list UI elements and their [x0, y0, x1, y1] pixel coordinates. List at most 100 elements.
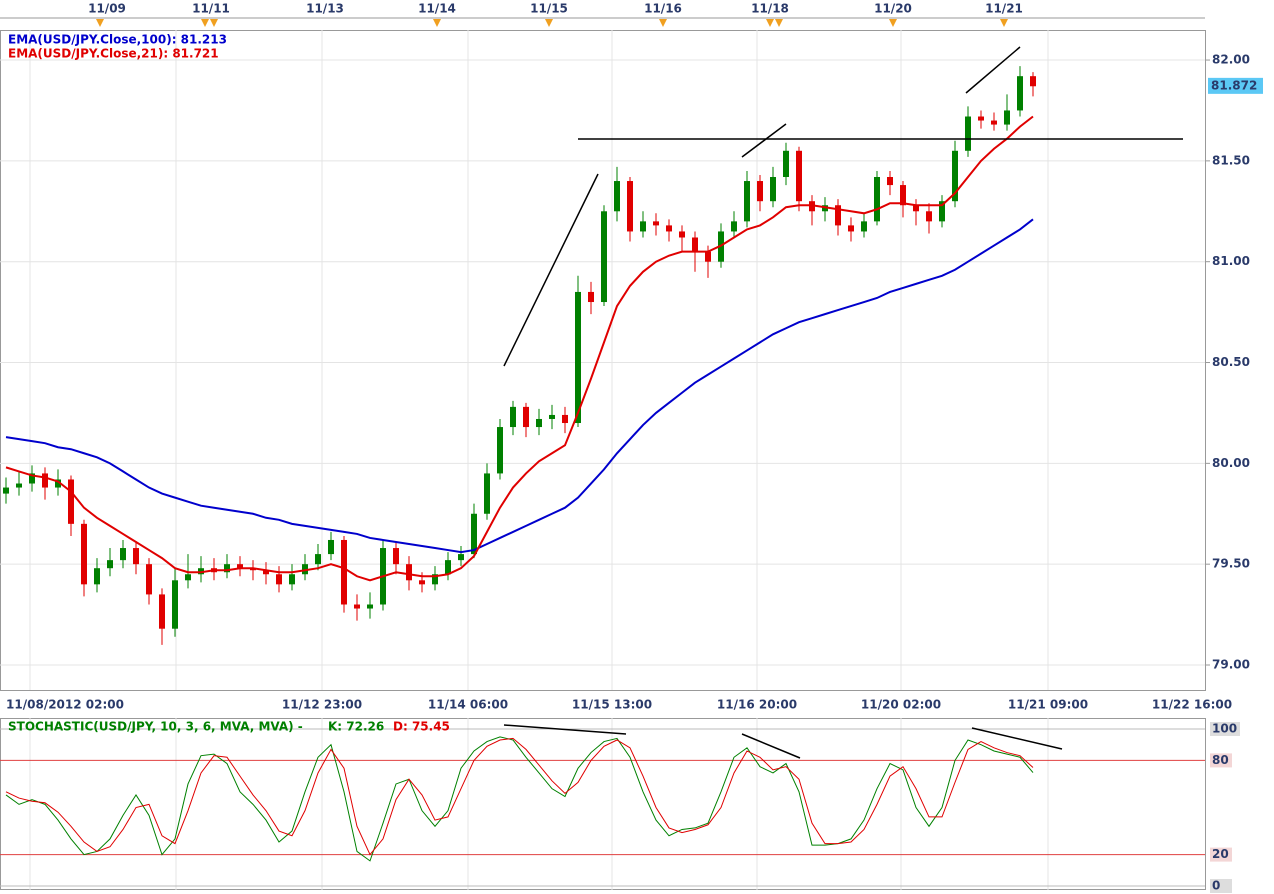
- candle-body: [653, 221, 659, 226]
- tick-label-bg: [1210, 847, 1232, 862]
- candle-body: [16, 483, 22, 488]
- candle-body: [185, 574, 191, 581]
- trendline: [741, 123, 787, 158]
- candle-body: [757, 181, 763, 202]
- axes: 79.00 79.50 80.00 80.50 81.00 81.50 82.00 0 20 80…: [6, 2, 1263, 893]
- trendline: [741, 733, 801, 759]
- candle-body: [133, 548, 139, 565]
- candle-body: [991, 120, 997, 125]
- date-marker: [433, 19, 441, 27]
- candle-body: [55, 479, 61, 488]
- y-tick-label: 0: [1212, 879, 1220, 893]
- candle-body: [796, 150, 802, 202]
- date-marker: [545, 19, 553, 27]
- candle-body: [523, 406, 529, 428]
- x-tick-label: 11/20 02:00: [861, 698, 941, 712]
- last-price-bg: [1208, 77, 1263, 94]
- top-date-label: 11/13: [306, 2, 344, 16]
- top-date-label: 11/20: [874, 2, 912, 16]
- candle-body: [939, 201, 945, 222]
- candle-body: [1004, 110, 1010, 125]
- top-date-label: 11/14: [418, 2, 456, 16]
- candle-body: [68, 479, 74, 524]
- x-tick-label: 11/22 16:00: [1152, 698, 1232, 712]
- date-marker: [210, 19, 218, 27]
- candle-body: [471, 513, 477, 555]
- trendline: [503, 724, 627, 735]
- date-marker: [659, 19, 667, 27]
- candle-body: [874, 177, 880, 222]
- candle-body: [588, 291, 594, 303]
- candle-body: [224, 564, 230, 573]
- candle-body: [848, 225, 854, 232]
- candle-body: [1017, 76, 1023, 111]
- legend-entry: EMA(USD/JPY.Close,21): 81.721: [8, 47, 219, 61]
- candle-body: [627, 181, 633, 232]
- candle-body: [926, 211, 932, 222]
- candle-body: [783, 150, 789, 178]
- candle-body: [146, 564, 152, 595]
- candle-body: [341, 539, 347, 605]
- candle-body: [276, 574, 282, 585]
- candle-body: [705, 251, 711, 262]
- candle-body: [666, 225, 672, 232]
- candle-body: [159, 594, 165, 629]
- date-marker: [889, 19, 897, 27]
- candle-body: [640, 221, 646, 232]
- x-tick-label: 11/15 13:00: [572, 698, 652, 712]
- candle-body: [770, 177, 776, 202]
- y-tick-label: 80.00: [1212, 456, 1250, 470]
- trendline: [503, 173, 599, 367]
- top-date-label: 11/21: [985, 2, 1023, 16]
- candle-body: [484, 473, 490, 514]
- candle-body: [887, 177, 893, 186]
- top-date-label: 11/09: [88, 2, 126, 16]
- candle-body: [3, 487, 9, 494]
- candle-body: [29, 473, 35, 484]
- candle-body: [445, 560, 451, 575]
- top-date-label: 11/15: [530, 2, 568, 16]
- candle-body: [952, 150, 958, 202]
- y-tick-label: 80: [1212, 753, 1229, 767]
- x-tick-label: 11/16 20:00: [717, 698, 797, 712]
- last-price-label: 81.872: [1211, 78, 1257, 92]
- candle-body: [510, 406, 516, 428]
- x-tick-label: 11/21 09:00: [1008, 698, 1088, 712]
- candle-body: [965, 116, 971, 151]
- line-series: [5, 115, 1034, 582]
- top-date-label: 11/18: [751, 2, 789, 16]
- candle-body: [679, 231, 685, 238]
- trendlines: [503, 46, 1183, 759]
- candle-body: [549, 414, 555, 419]
- candle-body: [978, 116, 984, 121]
- trendline: [965, 46, 1021, 94]
- candle-body: [107, 560, 113, 569]
- candle-body: [315, 554, 321, 565]
- y-tick-label: 20: [1212, 847, 1229, 861]
- x-tick-label: 11/12 23:00: [282, 698, 362, 712]
- date-marker: [775, 19, 783, 27]
- date-marker: [1000, 19, 1008, 27]
- candle-body: [42, 473, 48, 488]
- y-tick-label: 79.00: [1212, 657, 1250, 671]
- candle-body: [120, 548, 126, 561]
- trendline: [971, 727, 1063, 750]
- y-tick-label: 80.50: [1212, 355, 1250, 369]
- y-tick-label: 81.00: [1212, 254, 1250, 268]
- candle-body: [692, 237, 698, 252]
- candle-body: [861, 221, 867, 232]
- top-date-label: 11/11: [192, 2, 230, 16]
- tick-label-bg: [1210, 722, 1240, 736]
- candle-body: [328, 539, 334, 555]
- grid: [0, 30, 1205, 890]
- x-tick-label: 11/14 06:00: [428, 698, 508, 712]
- legend-entry: D: 75.45: [393, 720, 450, 734]
- y-tick-label: 82.00: [1212, 53, 1250, 67]
- candle-body: [367, 604, 373, 609]
- line-series: [5, 737, 1034, 856]
- candle-body: [614, 181, 620, 212]
- candle-body: [94, 568, 100, 585]
- legend-entry: EMA(USD/JPY.Close,100): 81.213: [8, 33, 227, 47]
